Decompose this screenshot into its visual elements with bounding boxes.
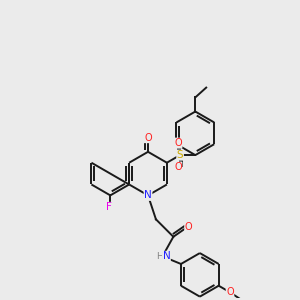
Text: S: S xyxy=(177,150,183,160)
Text: O: O xyxy=(185,222,192,232)
Text: F: F xyxy=(106,202,112,212)
Text: N: N xyxy=(163,251,170,261)
Text: H: H xyxy=(156,252,163,261)
Text: O: O xyxy=(144,133,152,143)
Text: N: N xyxy=(144,190,152,200)
Text: O: O xyxy=(226,287,234,297)
Text: O: O xyxy=(174,162,182,172)
Text: O: O xyxy=(174,138,182,148)
